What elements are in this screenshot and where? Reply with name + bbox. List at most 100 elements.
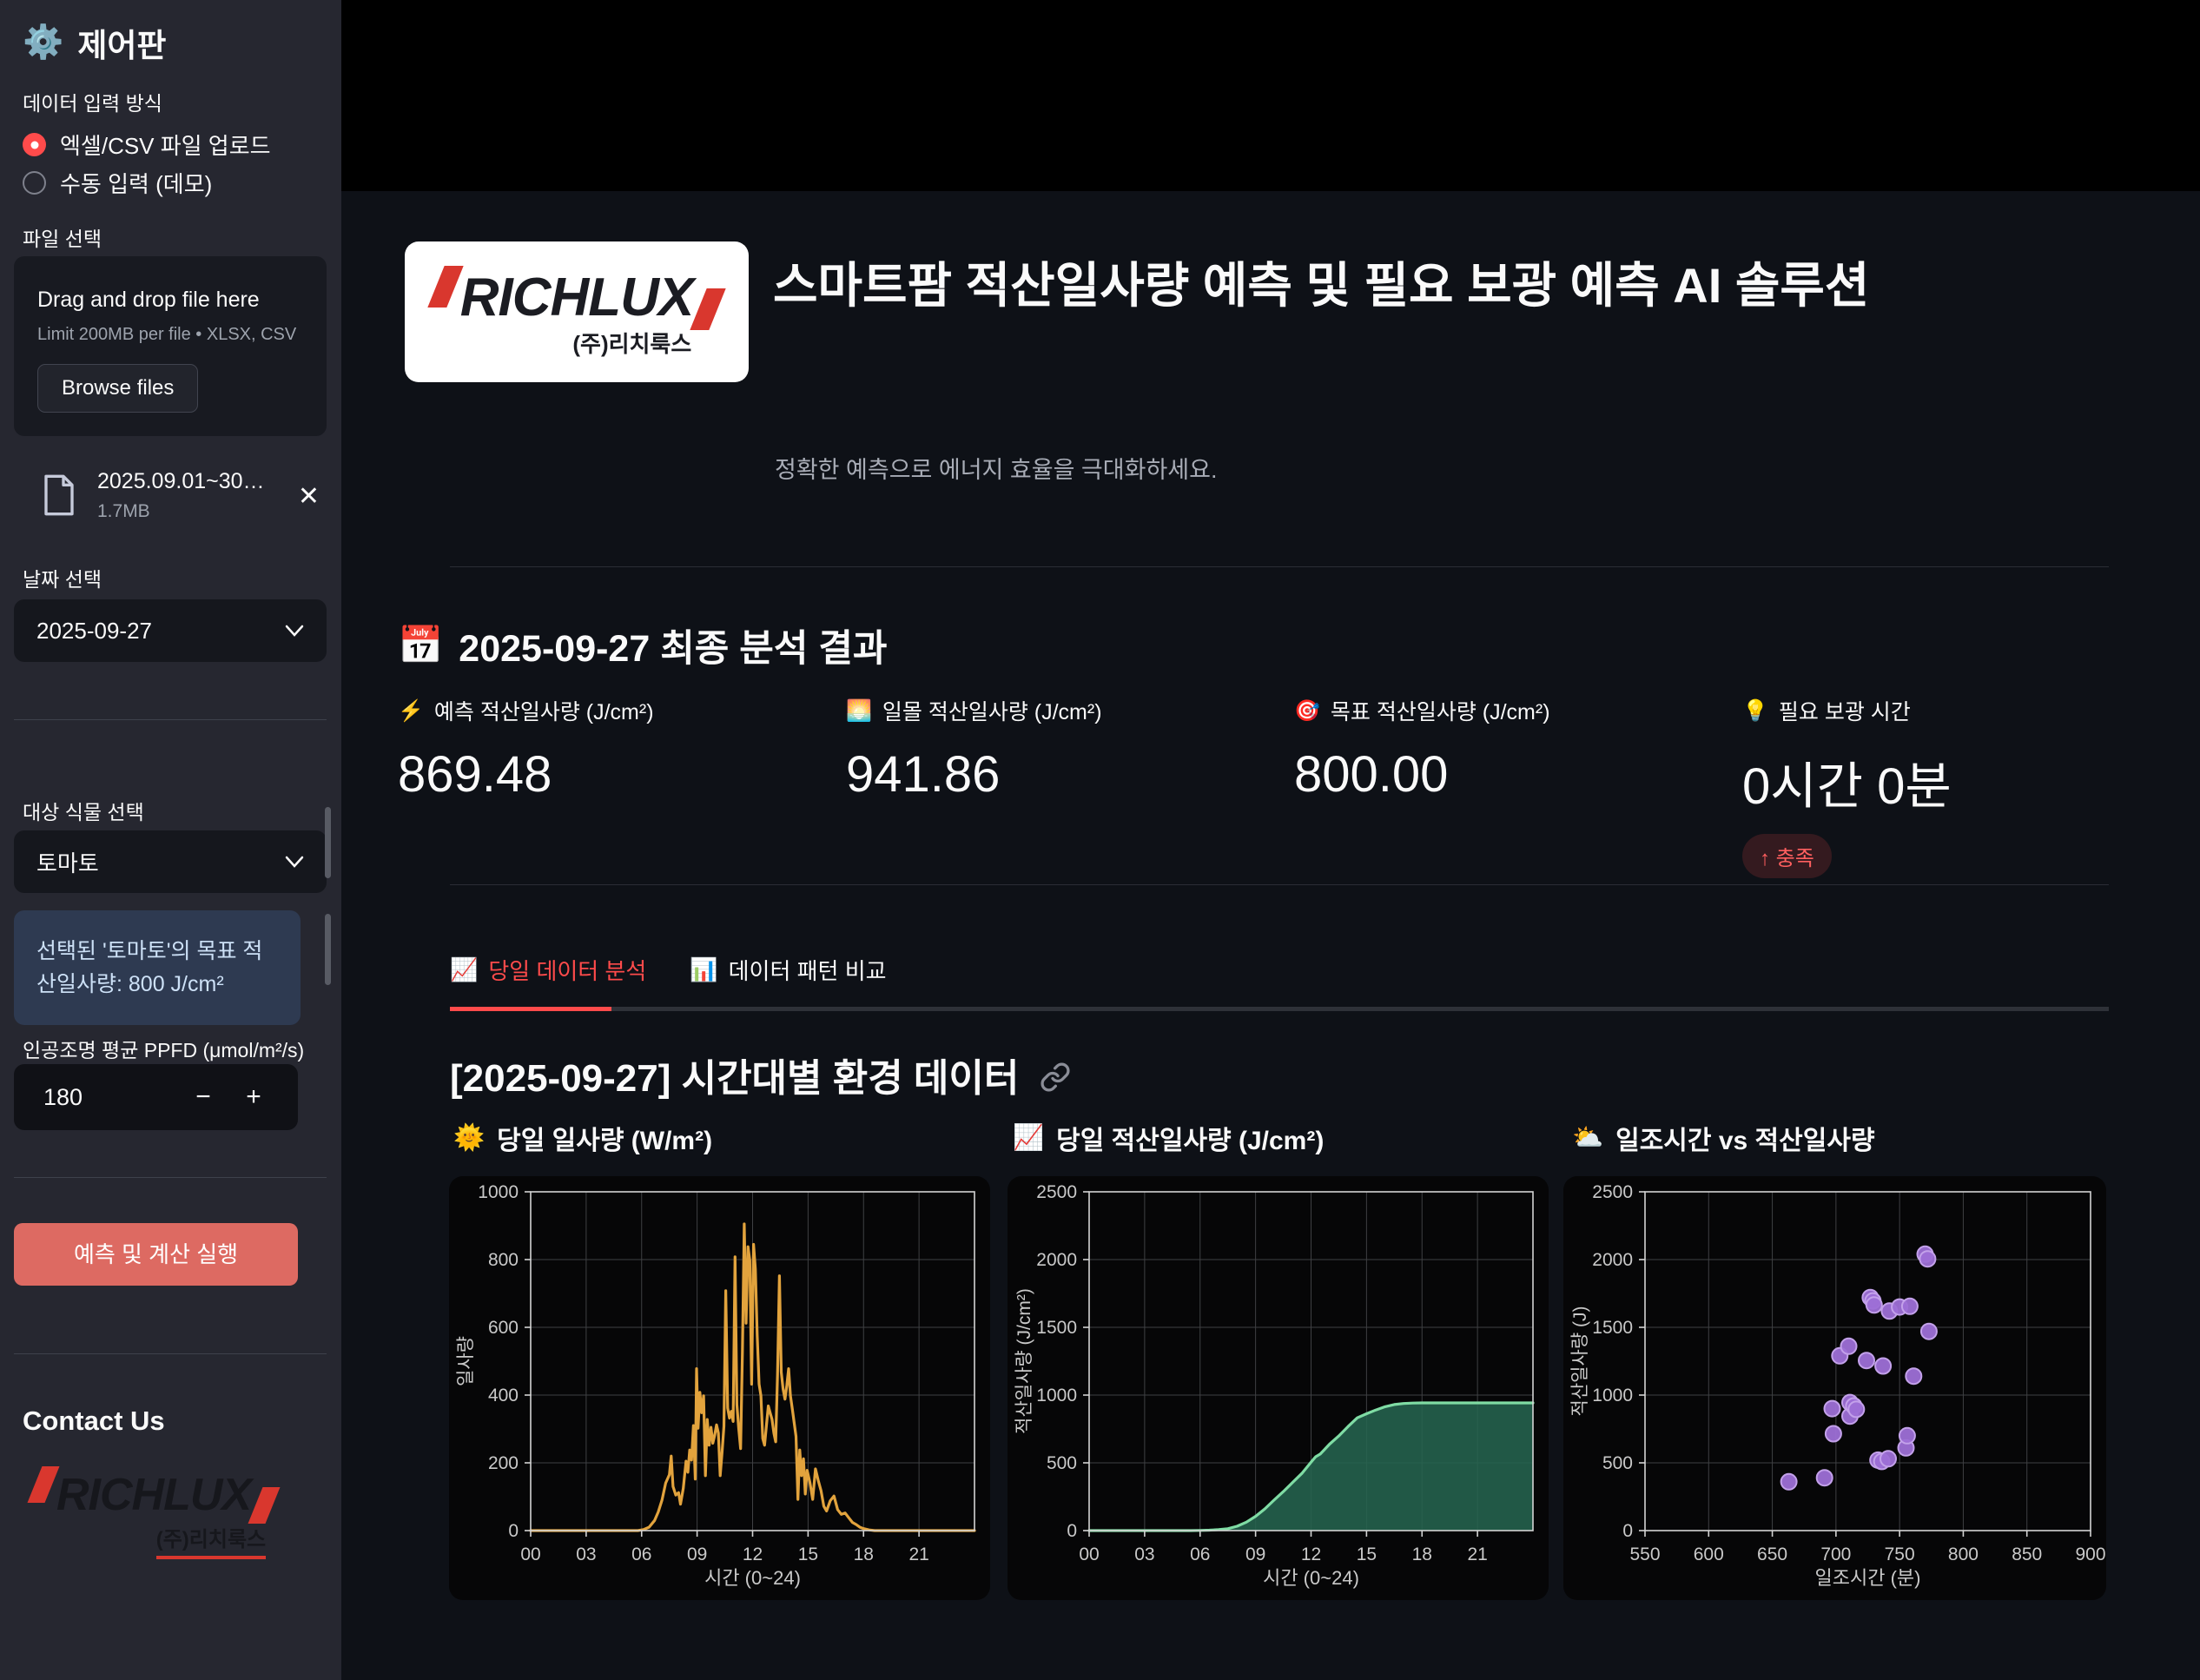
svg-text:18: 18	[1412, 1544, 1432, 1564]
bulb-icon: 💡	[1742, 698, 1768, 723]
svg-text:500: 500	[1602, 1453, 1633, 1473]
bar-chart-icon: 📊	[690, 956, 718, 982]
svg-text:00: 00	[1079, 1544, 1099, 1564]
tab-bar: 📈 당일 데이터 분석 📊 데이터 패턴 비교	[450, 954, 2109, 1011]
target-radiation-info: 선택된 '토마토'의 목표 적산일사량: 800 J/cm²	[14, 910, 301, 1025]
svg-text:400: 400	[488, 1386, 519, 1406]
svg-text:600: 600	[1694, 1544, 1724, 1564]
divider	[450, 566, 2109, 567]
svg-text:800: 800	[488, 1250, 519, 1270]
svg-text:1000: 1000	[1036, 1386, 1077, 1406]
header-logo-card: RICHLUX (주)리치룩스	[405, 241, 749, 382]
ppfd-number-input[interactable]: 180 − +	[14, 1064, 298, 1130]
plant-select[interactable]: 토마토	[14, 830, 327, 893]
browse-files-button[interactable]: Browse files	[37, 364, 199, 413]
analysis-result-heading: 📅 2025-09-27 최종 분석 결과	[398, 618, 887, 672]
svg-text:550: 550	[1629, 1544, 1660, 1564]
richlux-logo: RICHLUX (주)리치룩스	[427, 265, 726, 359]
section-heading-text: [2025-09-27] 시간대별 환경 데이터	[450, 1057, 1020, 1100]
svg-text:800: 800	[1948, 1544, 1979, 1564]
date-select-label: 날짜 선택	[23, 568, 102, 591]
svg-text:2000: 2000	[1592, 1250, 1633, 1270]
tab-data-pattern-compare[interactable]: 📊 데이터 패턴 비교	[690, 954, 886, 1007]
tab-underline	[450, 1007, 2109, 1011]
decrement-button[interactable]: −	[195, 1082, 211, 1111]
ppfd-label: 인공조명 평균 PPFD (μmol/m²/s)	[23, 1039, 305, 1062]
analysis-heading-text: 2025-09-27 최종 분석 결과	[459, 628, 888, 670]
page-title: 스마트팜 적산일사량 예측 및 필요 보광 예측 AI 솔루션	[773, 258, 1870, 313]
link-icon[interactable]	[1040, 1062, 1071, 1093]
ppfd-value: 180	[43, 1083, 83, 1110]
svg-text:1500: 1500	[1592, 1318, 1633, 1338]
svg-text:600: 600	[488, 1318, 519, 1338]
sunrise-icon: 🌅	[846, 698, 872, 723]
radio-unselected-icon[interactable]	[23, 171, 46, 195]
logo-red-slash-icon	[690, 288, 726, 330]
radio-selected-icon[interactable]	[23, 133, 46, 156]
logo-red-slash-icon	[27, 1466, 60, 1503]
radio-manual-input[interactable]: 수동 입력 (데모)	[23, 167, 212, 199]
plant-select-label: 대상 식물 선택	[23, 801, 144, 823]
svg-text:06: 06	[631, 1544, 651, 1564]
line-chart-icon: 📈	[450, 956, 479, 982]
logo-brand-text: RICHLUX	[56, 1470, 252, 1520]
file-dropzone[interactable]: Drag and drop file here Limit 200MB per …	[14, 256, 327, 436]
plant-select-value: 토마토	[36, 850, 99, 876]
metric-sunset-radiation: 🌅 일몰 적산일사량 (J/cm²) 941.86	[846, 695, 1294, 878]
date-select[interactable]: 2025-09-27	[14, 599, 327, 662]
line-chart-canvas: 00 03 06 09 12 15 18 21 0 200 400 600 800 1000 시간 (0~2…	[456, 1182, 976, 1589]
svg-text:03: 03	[576, 1544, 596, 1564]
sidebar-scrollbar-thumb[interactable]	[325, 914, 331, 985]
metric-required-light-time: 💡 필요 보광 시간 0시간 0분 ↑ 충족	[1742, 695, 2190, 878]
hourly-data-section-heading: [2025-09-27] 시간대별 환경 데이터	[450, 1047, 1071, 1102]
document-icon	[44, 474, 74, 516]
contact-us-heading: Contact Us	[23, 1406, 165, 1436]
active-tab-indicator	[450, 1007, 611, 1011]
date-select-value: 2025-09-27	[36, 617, 152, 644]
metric-target-radiation: 🎯 목표 적산일사량 (J/cm²) 800.00	[1294, 695, 1742, 878]
chart-title-cumulative-radiation: 📈 당일 적산일사량 (J/cm²)	[1013, 1124, 1325, 1155]
svg-text:700: 700	[1820, 1544, 1851, 1564]
sidebar-divider	[14, 719, 327, 720]
lightning-icon: ⚡	[398, 698, 424, 723]
svg-text:00: 00	[520, 1544, 540, 1564]
svg-text:적산일사량 (J): 적산일사량 (J)	[1570, 1306, 1590, 1417]
tab-label: 당일 데이터 분석	[488, 958, 647, 984]
increment-button[interactable]: +	[246, 1082, 261, 1111]
svg-text:2500: 2500	[1592, 1182, 1633, 1202]
sun-icon: 🌞	[453, 1124, 486, 1152]
sidebar-scrollbar-thumb[interactable]	[325, 807, 331, 878]
chevron-down-icon	[285, 625, 304, 637]
uploaded-file-name: 2025.09.01~30…	[97, 469, 265, 493]
svg-text:12: 12	[1301, 1544, 1321, 1564]
svg-text:0: 0	[508, 1521, 519, 1541]
svg-text:900: 900	[2075, 1544, 2105, 1564]
svg-text:시간 (0~24): 시간 (0~24)	[704, 1567, 801, 1589]
file-select-label: 파일 선택	[23, 228, 102, 250]
tab-daily-data-analysis[interactable]: 📈 당일 데이터 분석	[450, 954, 646, 1007]
chart-title-sunhours-scatter: ⛅ 일조시간 vs 적산일사량	[1572, 1124, 1875, 1155]
run-prediction-button[interactable]: 예측 및 계산 실행	[14, 1223, 298, 1286]
dropzone-title: Drag and drop file here	[37, 288, 260, 312]
metric-value: 941.86	[846, 746, 1001, 803]
svg-text:15: 15	[1357, 1544, 1377, 1564]
remove-file-button[interactable]: ✕	[297, 482, 320, 511]
richlux-logo: RICHLUX (주)리치룩스	[27, 1466, 281, 1559]
daily-radiation-line-chart: 00 03 06 09 12 15 18 21 0 200 400 600 800 1000 시간 (0~2…	[449, 1176, 990, 1600]
svg-text:1500: 1500	[1036, 1318, 1077, 1338]
divider	[450, 884, 2109, 885]
logo-red-slash-icon	[427, 265, 464, 308]
chevron-down-icon	[285, 856, 304, 868]
svg-text:0: 0	[1622, 1521, 1633, 1541]
svg-text:1000: 1000	[1592, 1386, 1633, 1406]
svg-text:0: 0	[1067, 1521, 1077, 1541]
sidebar-divider	[14, 1177, 327, 1178]
metrics-row: ⚡ 예측 적산일사량 (J/cm²) 869.48 🌅 일몰 적산일사량 (J/…	[398, 695, 2190, 878]
metric-value: 869.48	[398, 746, 552, 803]
metric-predicted-radiation: ⚡ 예측 적산일사량 (J/cm²) 869.48	[398, 695, 846, 878]
radio-excel-csv-upload[interactable]: 엑셀/CSV 파일 업로드	[23, 129, 271, 161]
chart-title-daily-radiation: 🌞 당일 일사량 (W/m²)	[453, 1124, 713, 1155]
dropzone-hint: Limit 200MB per file • XLSX, CSV	[37, 325, 297, 344]
logo-subtitle: (주)리치룩스	[155, 1522, 267, 1559]
svg-text:2500: 2500	[1036, 1182, 1077, 1202]
